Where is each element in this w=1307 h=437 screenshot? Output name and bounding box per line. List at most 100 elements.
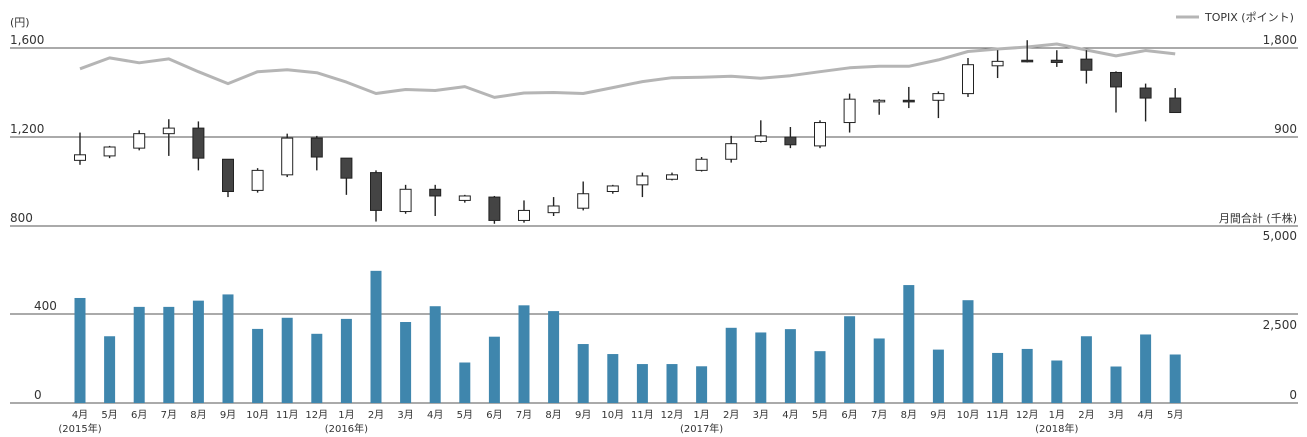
candle-2016-09: [577, 181, 590, 211]
volume-bar-2015-11: [281, 317, 293, 403]
candle-2018-04: [1139, 83, 1152, 122]
topix-line: [79, 42, 1176, 99]
volume-bar-2016-10: [607, 354, 619, 403]
x-tick-label: 5月: [101, 409, 117, 421]
candle-2018-03: [1110, 71, 1122, 113]
volume-bar-2017-12: [1021, 348, 1033, 403]
y-right-tick-900: 900: [1274, 122, 1297, 136]
volume-bar-2015-09: [222, 294, 234, 403]
candle-body: [962, 64, 974, 95]
x-tick-label: 10月: [957, 409, 980, 421]
volume-bar-2015-10: [252, 328, 264, 403]
candle-2018-01: [1050, 50, 1063, 67]
volume-bar-2016-03: [400, 322, 412, 403]
candle-2016-08: [547, 197, 560, 216]
candle-body: [606, 185, 619, 193]
x-tick-label: 7月: [516, 409, 532, 421]
candle-2017-01: [695, 157, 708, 172]
y-right-tick-2500: 2,500: [1263, 318, 1297, 332]
volume-bar-2016-02: [370, 270, 382, 403]
x-tick-label: 6月: [131, 409, 147, 421]
candle-body: [370, 172, 382, 211]
candle-body: [251, 169, 264, 191]
x-tick-label: 6月: [486, 409, 502, 421]
x-tick-label: 4月: [1137, 409, 1153, 421]
x-tick-label: 8月: [190, 409, 206, 421]
candle-2016-12: [666, 172, 678, 181]
candle-2015-08: [192, 121, 205, 171]
volume-bar-2016-01: [340, 318, 352, 403]
x-tick-label: 10月: [246, 409, 269, 421]
x-tick-label: 1月: [693, 409, 709, 421]
volume-bar-2017-05: [814, 351, 826, 403]
candle-2017-11: [991, 50, 1004, 79]
x-tick-label: 4月: [72, 409, 88, 421]
volume-bar-2016-09: [577, 344, 589, 403]
x-tick-label: 2月: [723, 409, 739, 421]
candle-2015-05: [103, 145, 116, 159]
x-tick-label: 5月: [1167, 409, 1183, 421]
candle-body: [103, 146, 116, 157]
candle-body: [1169, 97, 1182, 114]
volume-bar-2017-04: [784, 329, 796, 403]
y-right-tick-5000: 5,000: [1263, 229, 1297, 243]
candle-body: [547, 205, 560, 214]
volume-bar-2017-03: [755, 332, 767, 403]
volume-bar-2015-06: [133, 306, 145, 403]
volume-bar-2018-01: [1051, 360, 1063, 403]
volume-bar-2015-05: [104, 336, 116, 403]
candle-body: [429, 188, 442, 197]
candle-2017-07: [873, 99, 886, 115]
x-tick-label: 3月: [397, 409, 413, 421]
volume-bar-2016-07: [518, 305, 530, 403]
candle-body: [666, 174, 678, 180]
candle-body: [577, 193, 590, 209]
volume-bar-2015-08: [192, 300, 204, 403]
x-tick-label: 12月: [661, 409, 684, 421]
x-tick-label: 1月: [338, 409, 354, 421]
y-left-tick-400: 400: [34, 299, 57, 313]
candle-2015-04: [74, 132, 86, 165]
x-tick-label: 9月: [220, 409, 236, 421]
candle-2018-05: [1169, 88, 1182, 114]
price-unit-label: (円): [10, 16, 30, 29]
volume-bar-2016-06: [488, 336, 500, 403]
candle-body: [814, 122, 826, 147]
candle-2016-05: [458, 194, 471, 203]
x-tick-label: 3月: [753, 409, 769, 421]
candle-2017-03: [754, 120, 767, 143]
candle-body: [222, 158, 234, 193]
x-tick-label: 11月: [276, 409, 299, 421]
volume-bar-2015-04: [74, 297, 86, 403]
volume-bar-2017-11: [992, 352, 1004, 403]
volume-bar-2017-10: [962, 300, 974, 403]
candle-2016-07: [518, 200, 530, 223]
topix-legend: TOPIX (ポイント): [1176, 11, 1294, 24]
volume-bar-2017-07: [873, 338, 885, 403]
volume-bar-2015-07: [163, 306, 175, 403]
volume-bar-2016-05: [459, 362, 471, 403]
x-tick-label: 9月: [575, 409, 591, 421]
candle-2016-06: [488, 195, 501, 224]
topix-legend-label: TOPIX (ポイント): [1204, 11, 1294, 24]
x-tick-label: 4月: [427, 409, 443, 421]
candle-2016-10: [606, 184, 619, 194]
candle-body: [399, 188, 412, 213]
candle-body: [991, 60, 1004, 67]
x-year-label: (2017年): [680, 422, 723, 435]
volume-bar-2018-02: [1080, 336, 1092, 403]
volume-bar-2018-04: [1140, 334, 1152, 403]
candle-2017-04: [784, 126, 797, 149]
candle-2017-08: [902, 86, 915, 109]
volume-bar-2016-08: [548, 311, 560, 403]
volume-bar-2016-04: [429, 306, 441, 403]
candlestick-series: [74, 40, 1182, 224]
x-tick-label: 10月: [601, 409, 624, 421]
candle-body: [133, 133, 146, 149]
candle-2017-12: [1021, 40, 1034, 63]
x-tick-label: 12月: [1016, 409, 1039, 421]
candle-body: [843, 98, 856, 124]
x-tick-label: 2月: [368, 409, 384, 421]
candle-body: [725, 143, 738, 160]
